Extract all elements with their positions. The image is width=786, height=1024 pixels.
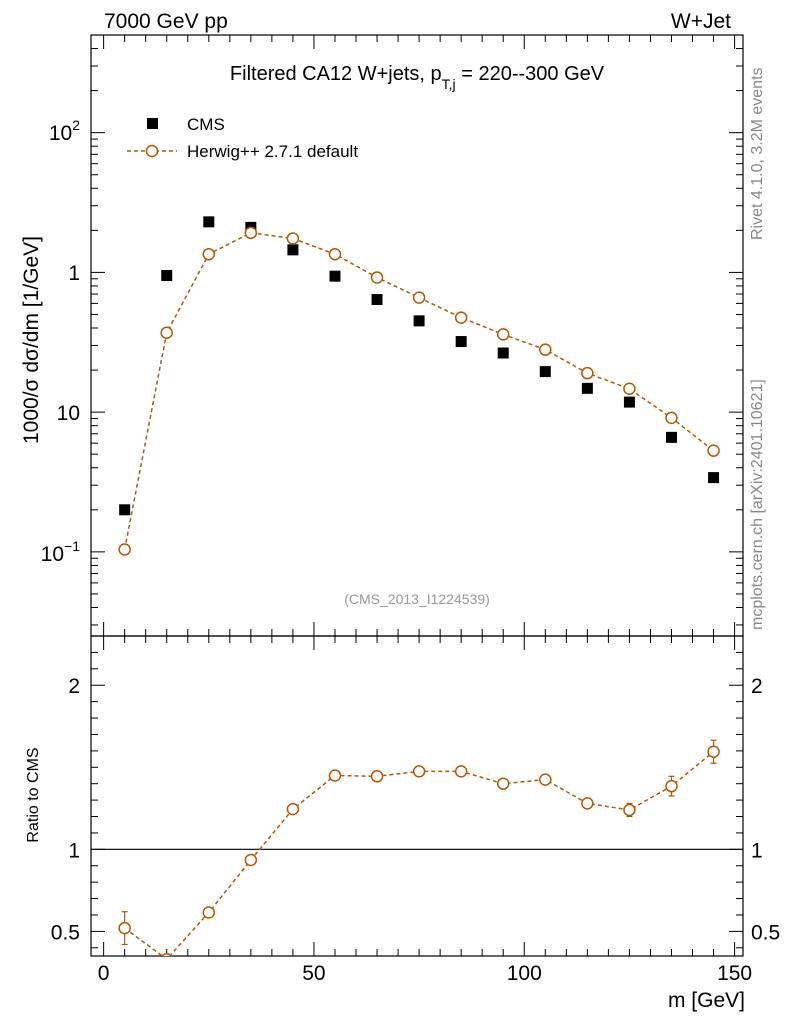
legend: CMS Herwig++ 2.7.1 default bbox=[127, 115, 358, 161]
ratio-y-tick-label: 1 bbox=[68, 839, 80, 862]
process-label: W+Jet bbox=[671, 10, 731, 33]
ratio-data-marks bbox=[91, 739, 743, 956]
ratio-data-point bbox=[328, 769, 342, 782]
ratio-data-point bbox=[161, 953, 173, 956]
cms-data-point bbox=[413, 315, 425, 327]
cms-data-point bbox=[539, 366, 551, 378]
herwig-data-point bbox=[328, 247, 342, 261]
legend-cms-marker bbox=[147, 118, 158, 129]
herwig-data-point bbox=[496, 328, 510, 341]
herwig-data-point bbox=[454, 311, 468, 324]
herwig-data-point bbox=[286, 232, 300, 245]
ratio-plot-area bbox=[91, 739, 743, 956]
cms-data-point bbox=[329, 270, 341, 282]
ratio-data-point bbox=[581, 797, 594, 810]
cms-data-point bbox=[623, 396, 635, 408]
ratio-data-point bbox=[707, 745, 720, 758]
legend-cms-label: CMS bbox=[187, 115, 225, 134]
herwig-data-point bbox=[118, 543, 131, 556]
collision-label: 7000 GeV pp bbox=[104, 10, 228, 33]
ratio-data-point bbox=[118, 921, 131, 935]
y-tick-label-100: 102 bbox=[49, 117, 80, 145]
main-y-axis-label: 1000/σ dσ/dm [1/GeV] bbox=[20, 236, 43, 444]
ratio-data-point bbox=[244, 853, 258, 867]
analysis-id-label: (CMS_2013_I1224539) bbox=[344, 591, 490, 607]
ratio-y-tick-label: 2 bbox=[68, 675, 80, 698]
herwig-data-point bbox=[665, 411, 678, 425]
cms-data-point bbox=[455, 336, 467, 348]
plot-title: Filtered CA12 W+jets, pT,j = 220--300 Ge… bbox=[230, 63, 605, 92]
ratio-y-axis-label: Ratio to CMS bbox=[25, 747, 42, 842]
x-axis-label: m [GeV] bbox=[668, 989, 745, 1012]
ratio-data-point bbox=[454, 765, 468, 778]
x-tick-label: 100 bbox=[507, 962, 542, 985]
legend-herwig-marker bbox=[145, 144, 159, 158]
cms-data-point bbox=[161, 270, 173, 282]
ratio-y-tick-label-right: 1 bbox=[751, 839, 763, 862]
cms-data-point bbox=[581, 382, 593, 394]
cms-data-point bbox=[497, 347, 509, 359]
ratio-data-point bbox=[623, 803, 636, 817]
herwig-data-point bbox=[160, 326, 173, 339]
x-tick-label: 50 bbox=[302, 962, 325, 985]
cms-data-point bbox=[287, 244, 299, 256]
main-data-marks bbox=[118, 216, 720, 556]
cms-data-point bbox=[119, 504, 131, 516]
ratio-y-tick-label-right: 2 bbox=[751, 675, 763, 698]
herwig-data-point bbox=[707, 444, 720, 457]
y-tick-label-0.1: 10−1 bbox=[41, 538, 81, 566]
y-tick-label-1: 10 bbox=[57, 402, 80, 425]
ratio-axis-ticks: 0 50 100 150 0.5 0.5 1 1 2 2 bbox=[51, 635, 780, 985]
main-axis-ticks bbox=[91, 34, 743, 636]
main-plot-area bbox=[118, 216, 720, 556]
herwig-data-point bbox=[539, 343, 552, 356]
cms-data-point bbox=[665, 431, 677, 443]
cms-data-point bbox=[708, 472, 720, 484]
ratio-data-point bbox=[496, 777, 510, 790]
ratio-data-point bbox=[665, 779, 678, 793]
ratio-plot-frame bbox=[90, 635, 744, 957]
herwig-data-point bbox=[623, 382, 636, 396]
herwig-data-point bbox=[370, 271, 384, 284]
mcplots-credit-label: mcplots.cern.ch [arXiv:2401.10621] bbox=[749, 379, 766, 630]
ratio-line bbox=[124, 751, 715, 956]
ratio-data-point bbox=[370, 770, 384, 783]
ratio-data-point bbox=[286, 802, 300, 816]
herwig-data-point bbox=[244, 226, 258, 240]
ratio-y-tick-label-right: 0.5 bbox=[751, 921, 780, 944]
herwig-data-point bbox=[202, 247, 216, 261]
cms-data-point bbox=[371, 293, 383, 305]
ratio-y-tick-label: 0.5 bbox=[51, 921, 80, 944]
rivet-version-label: Rivet 4.1.0, 3.2M events bbox=[749, 67, 766, 240]
herwig-data-point bbox=[412, 291, 426, 304]
ratio-data-point bbox=[539, 773, 552, 786]
ratio-data-point bbox=[412, 765, 426, 778]
cms-data-point bbox=[203, 216, 215, 228]
x-tick-label: 0 bbox=[98, 962, 110, 985]
herwig-data-point bbox=[581, 366, 594, 380]
ratio-data-point bbox=[202, 906, 216, 919]
y-tick-label-10: 1 bbox=[68, 262, 80, 285]
legend-herwig-label: Herwig++ 2.7.1 default bbox=[187, 142, 358, 161]
x-tick-label: 150 bbox=[717, 962, 752, 985]
